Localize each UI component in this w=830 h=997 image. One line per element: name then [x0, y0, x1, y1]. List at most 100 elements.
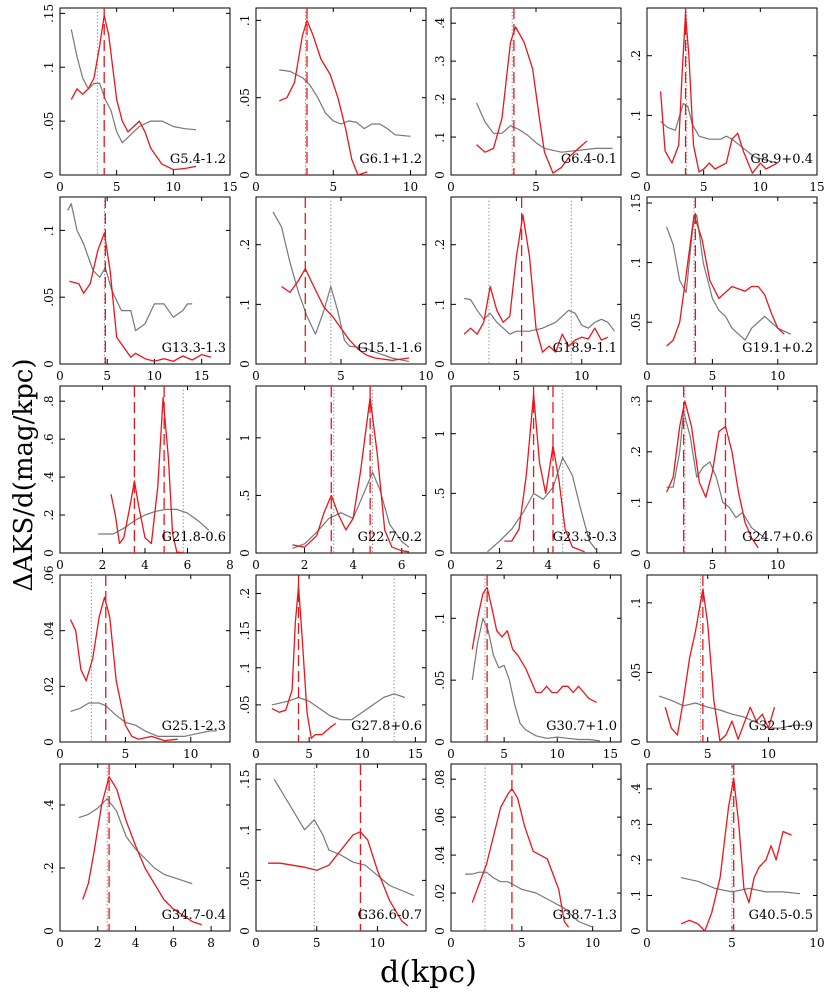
- y-tick-label: 0: [433, 171, 447, 179]
- panel-name-label: G30.7+1.0: [546, 719, 617, 734]
- x-tick-label: 5: [337, 369, 345, 383]
- x-tick-label: 15: [809, 180, 824, 194]
- panel-name-label: G8.9+0.4: [750, 152, 813, 167]
- x-tick-label: 5: [122, 747, 130, 761]
- panel-plot-area: [292, 386, 410, 553]
- panel-name-label: G6.4-0.1: [561, 152, 617, 167]
- panel-name-label: G21.8-0.6: [162, 530, 226, 545]
- x-tick-label: 0: [643, 747, 651, 761]
- y-tick-label: .5: [433, 488, 447, 499]
- y-tick-label: 0: [629, 171, 643, 179]
- x-tick-label: 10: [147, 369, 162, 383]
- panel-frame: [646, 196, 818, 365]
- y-tick-label: .05: [42, 112, 56, 131]
- y-tick-label: .02: [42, 677, 56, 696]
- panel-name-label: G13.3-1.3: [162, 341, 226, 356]
- x-tick-label: 10: [574, 369, 589, 383]
- star-density-curve: [666, 410, 766, 539]
- panel-frame: [59, 7, 231, 176]
- extinction-rate-curve: [278, 19, 368, 175]
- panel-name-label: G5.4-1.2: [170, 152, 226, 167]
- x-tick-label: 6: [184, 558, 192, 572]
- panel-G5.4-1.2: 0 5 10 15 0 .05 .1 .15 G5.4-1.2: [42, 4, 238, 194]
- panel-frame: [450, 385, 622, 554]
- star-density-curve: [658, 695, 805, 729]
- y-tick-label: 0: [238, 360, 252, 368]
- x-tick-label: 5: [113, 180, 121, 194]
- x-tick-label: 10: [370, 936, 385, 950]
- panel-G21.8-0.6: 0 2 4 6 8 0 .2 .4 .6 .8 G21.8-0.6: [42, 385, 234, 572]
- panel-G38.7-1.3: 0 5 10 0 .02 .04 .06 .08 G38.7-1.3: [433, 763, 622, 950]
- panel-G30.7+1.0: 0 5 10 15 0 .05 .1 G30.7+1.0: [433, 574, 622, 761]
- x-tick-label: 10: [550, 747, 565, 761]
- panel-plot-area: [666, 386, 766, 553]
- y-tick-label: .06: [433, 808, 447, 827]
- y-tick-label: 0: [629, 738, 643, 746]
- star-density-curve: [67, 203, 193, 332]
- panel-G36.6-0.7: 0 5 10 0 .05 .1 .15 G36.6-0.7: [238, 763, 427, 950]
- x-axis-label: d(kpc): [380, 955, 477, 990]
- star-density-curve: [680, 877, 801, 895]
- x-tick-label: 2: [94, 936, 102, 950]
- y-tick-label: 0: [433, 738, 447, 746]
- star-density-curve: [487, 457, 598, 553]
- x-tick-label: 2: [301, 558, 309, 572]
- y-tick-label: .2: [238, 239, 252, 250]
- y-tick-label: 1: [433, 430, 447, 438]
- y-tick-label: .1: [629, 890, 643, 901]
- x-tick-label: 10: [418, 369, 433, 383]
- panel-plot-area: [78, 764, 202, 931]
- panel-plot-area: [69, 575, 217, 742]
- y-tick-label: .1: [629, 257, 643, 268]
- panel-name-label: G19.1+0.2: [742, 341, 813, 356]
- panel-frame: [646, 7, 818, 176]
- x-tick-label: 0: [447, 747, 455, 761]
- star-density-curve: [70, 29, 197, 144]
- y-tick-label: 0: [629, 927, 643, 935]
- x-tick-label: 4: [132, 936, 140, 950]
- extinction-rate-curve: [281, 267, 410, 362]
- y-tick-label: .2: [629, 50, 643, 61]
- panel-frame: [450, 196, 622, 365]
- y-tick-label: .15: [238, 621, 252, 640]
- panel-G18.9-1.1: 0 5 10 0 .1 .2 G18.9-1.1: [433, 196, 622, 383]
- x-tick-label: 6: [593, 558, 601, 572]
- extinction-rate-curve: [82, 775, 202, 926]
- panel-G27.8+0.6: 0 5 10 15 .05 .1 .15 .2 G27.8+0.6: [238, 574, 427, 761]
- extinction-rate-curve: [659, 13, 778, 174]
- y-tick-label: 0: [433, 549, 447, 557]
- extinction-rate-curve: [476, 26, 588, 174]
- panel-plot-area: [471, 575, 600, 742]
- panel-plot-area: [658, 575, 805, 742]
- extinction-rate-curve: [471, 586, 597, 703]
- extinction-rate-curve: [666, 400, 759, 549]
- y-tick-label: .2: [433, 93, 447, 104]
- panel-plot-area: [680, 764, 801, 931]
- panel-plot-area: [278, 8, 411, 175]
- x-tick-label: 10: [809, 936, 824, 950]
- y-tick-label: .05: [629, 663, 643, 682]
- x-tick-label: 0: [252, 180, 260, 194]
- panel-name-label: G34.7-0.4: [162, 908, 226, 923]
- panel-name-label: G32.1-0.9: [749, 719, 813, 734]
- panel-name-label: G23.3-0.3: [553, 530, 617, 545]
- y-tick-label: .4: [42, 799, 56, 811]
- y-tick-label: 0: [238, 927, 252, 935]
- x-tick-label: 2: [496, 558, 504, 572]
- star-density-curve: [292, 471, 410, 549]
- panel-name-label: G40.5-0.5: [749, 908, 813, 923]
- y-tick-label: 0: [433, 927, 447, 935]
- x-tick-label: 5: [532, 180, 540, 194]
- y-tick-label: .1: [42, 62, 56, 73]
- y-tick-label: .1: [433, 299, 447, 310]
- y-tick-label: 0: [238, 549, 252, 557]
- panel-name-label: G38.7-1.3: [553, 908, 617, 923]
- x-tick-label: 5: [305, 747, 313, 761]
- x-tick-label: 8: [226, 558, 234, 572]
- x-tick-label: 0: [447, 180, 455, 194]
- y-axis-label-text: ΔAKS/d(mag/kpc): [9, 359, 39, 592]
- panel-plot-area: [659, 8, 778, 175]
- x-tick-label: 8: [207, 936, 215, 950]
- y-tick-label: 0: [42, 927, 56, 935]
